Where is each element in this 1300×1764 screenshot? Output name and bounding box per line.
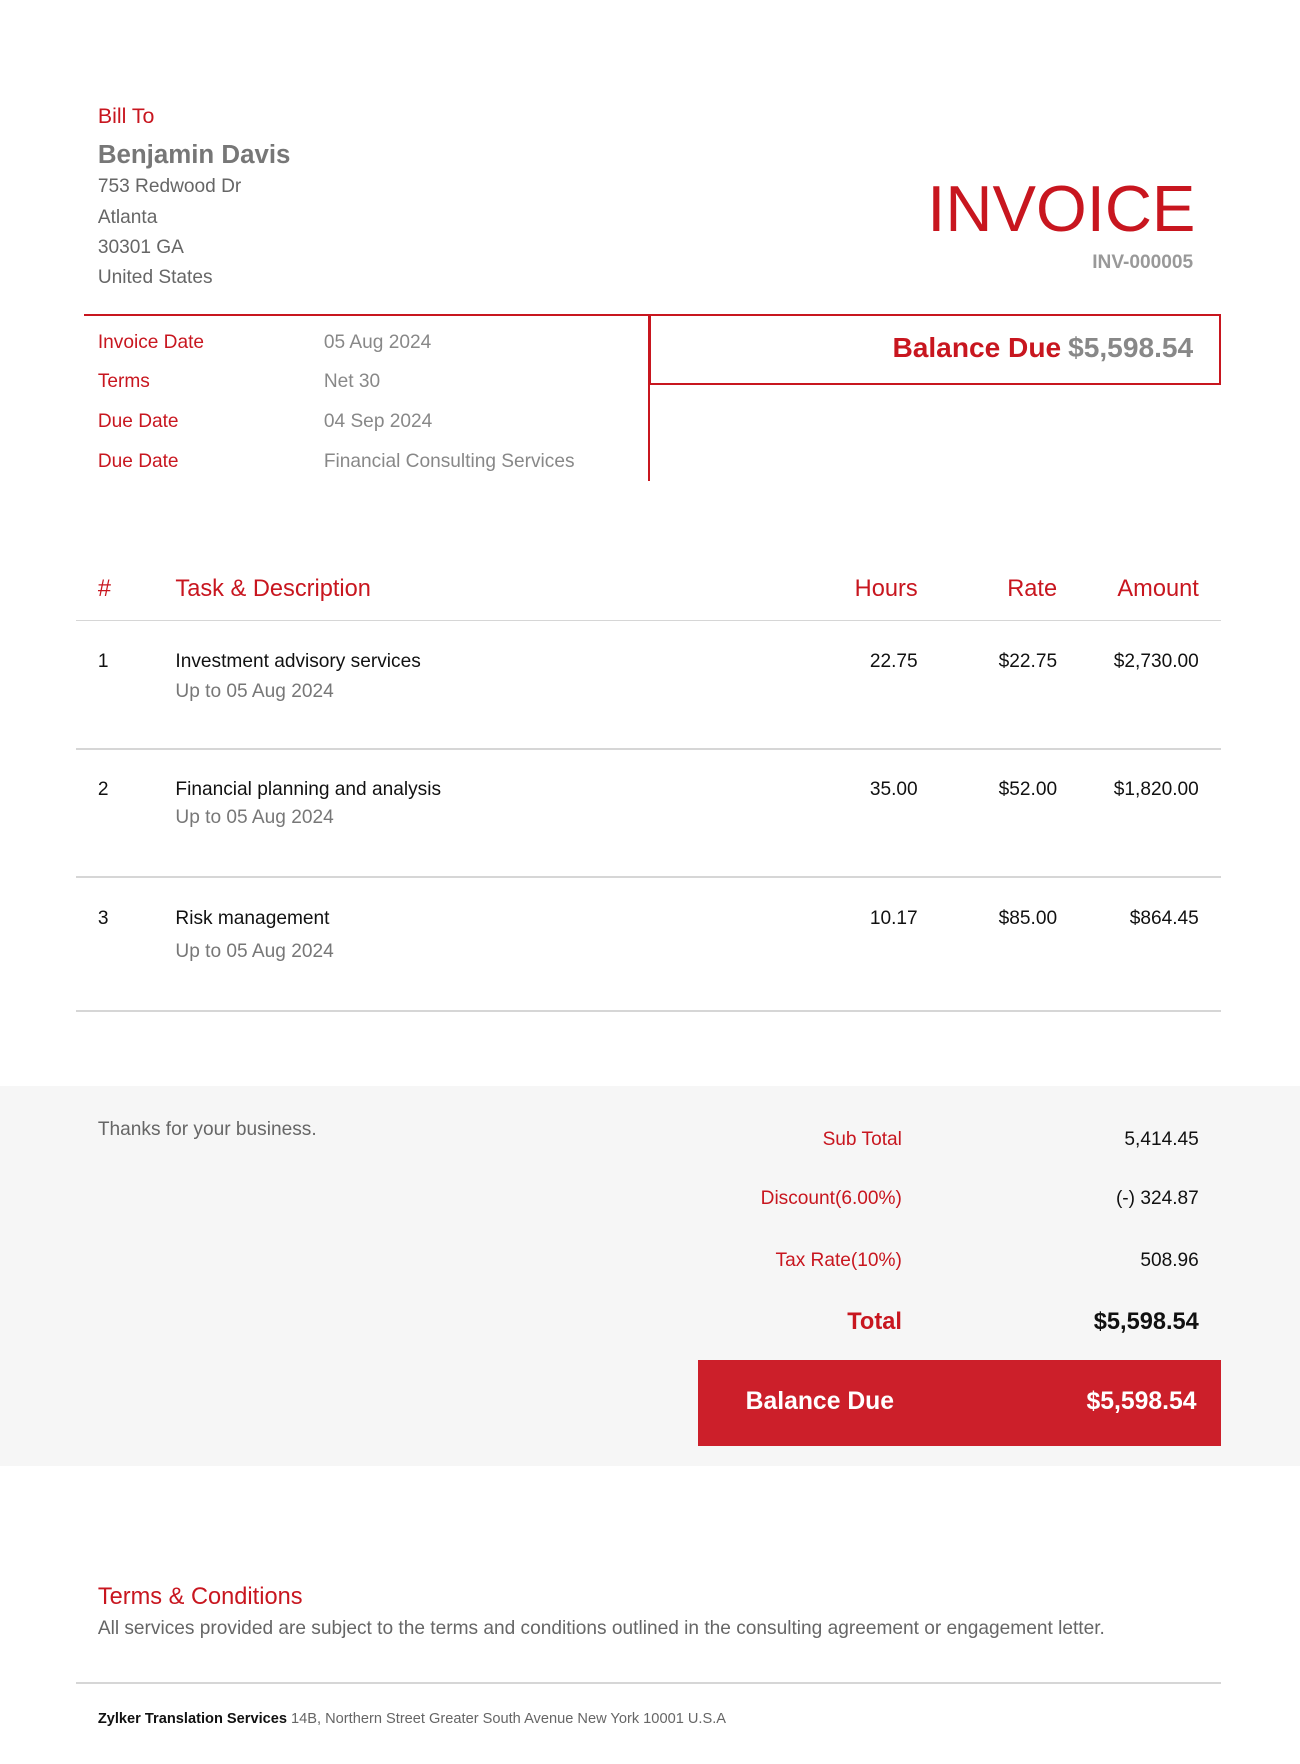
column-header: Hours: [854, 576, 918, 603]
column-header: Rate: [1007, 576, 1058, 603]
detail-label: Invoice Date: [97, 331, 205, 353]
task-date: Up to 05 Aug 2024: [175, 681, 334, 703]
row-number: 1: [97, 650, 109, 672]
balance-due-value: $5,598.54: [1068, 331, 1194, 363]
balance-bar-label: Balance Due: [745, 1388, 895, 1416]
customer-name: Benjamin Davis: [97, 140, 291, 169]
total-label: Tax Rate(10%): [775, 1250, 902, 1272]
detail-value: Financial Consulting Services: [323, 451, 575, 473]
table-rule: [76, 876, 1222, 878]
amount: $1,820.00: [1113, 779, 1199, 801]
rate: $85.00: [998, 908, 1058, 930]
detail-label: Due Date: [97, 411, 179, 433]
invoice-number: INV-000005: [1092, 251, 1194, 273]
hours: 10.17: [869, 908, 918, 930]
balance-bar: [698, 1359, 1222, 1447]
total-value: 508.96: [1140, 1250, 1199, 1272]
task-name: Risk management: [175, 908, 330, 930]
company-name: Zylker Translation Services: [97, 1710, 288, 1727]
notes: Thanks for your business.: [97, 1118, 317, 1140]
company-address: 14B, Northern Street Greater South Avenu…: [291, 1710, 727, 1727]
balance-box: [648, 314, 1222, 385]
hours: 35.00: [869, 779, 918, 801]
divider: [647, 314, 650, 482]
task-name: Investment advisory services: [175, 650, 421, 672]
table-rule: [76, 747, 1222, 750]
address-line: United States: [97, 267, 213, 289]
task-date: Up to 05 Aug 2024: [175, 941, 334, 963]
address-line: Atlanta: [97, 206, 158, 228]
divider: [84, 313, 1222, 316]
rate: $52.00: [998, 779, 1058, 801]
table-rule: [76, 1009, 1222, 1012]
detail-value: Net 30: [323, 371, 381, 393]
detail-label: Terms: [97, 371, 150, 393]
task-name: Financial planning and analysis: [175, 779, 442, 801]
address-line: 753 Redwood Dr: [97, 176, 242, 198]
task-date: Up to 05 Aug 2024: [175, 807, 334, 829]
footer-rule: [76, 1682, 1222, 1685]
table-rule: [76, 619, 1222, 622]
balance-bar-value: $5,598.54: [1086, 1388, 1197, 1416]
amount: $2,730.00: [1113, 650, 1199, 672]
rate: $22.75: [998, 650, 1058, 672]
invoice-title: INVOICE: [927, 172, 1196, 246]
total-label: Sub Total: [822, 1128, 902, 1150]
total-value: $5,598.54: [1093, 1309, 1199, 1336]
terms-title: Terms & Conditions: [97, 1583, 303, 1610]
column-header: #: [97, 576, 111, 603]
total-label: Total: [847, 1309, 902, 1336]
total-value: (-) 324.87: [1115, 1188, 1199, 1210]
detail-value: 04 Sep 2024: [323, 411, 433, 433]
total-value: 5,414.45: [1124, 1128, 1199, 1150]
balance-due-label: Balance Due: [892, 331, 1062, 363]
detail-label: Due Date: [97, 451, 179, 473]
terms-text: All services provided are subject to the…: [97, 1618, 1105, 1640]
column-header: Task & Description: [175, 576, 371, 603]
total-label: Discount(6.00%): [760, 1188, 902, 1210]
bill-to-label: Bill To: [97, 104, 155, 129]
row-number: 3: [97, 908, 109, 930]
row-number: 2: [97, 779, 109, 801]
column-header: Amount: [1117, 576, 1199, 603]
address-line: 30301 GA: [97, 237, 184, 259]
amount: $864.45: [1129, 908, 1199, 930]
hours: 22.75: [869, 650, 918, 672]
detail-value: 05 Aug 2024: [323, 331, 432, 353]
